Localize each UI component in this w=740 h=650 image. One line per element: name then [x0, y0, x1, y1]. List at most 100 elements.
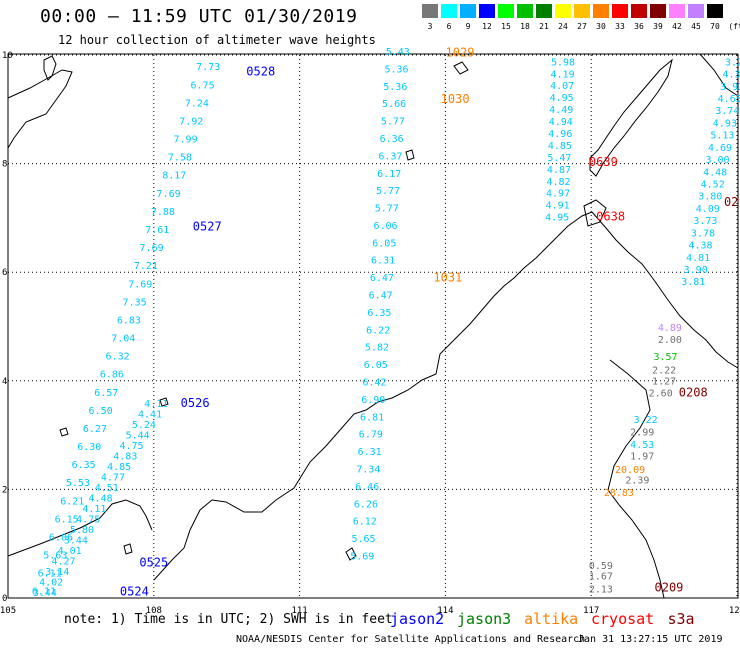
wave-height-value: 4.48 — [89, 493, 113, 504]
wave-height-value: 2.13 — [589, 585, 613, 596]
wave-height-value: 6.11 — [38, 569, 62, 580]
page-subtitle: 12 hour collection of altimeter wave hei… — [58, 33, 376, 47]
wave-height-value: 4.96 — [548, 129, 572, 140]
wave-height-value: 3.44 — [33, 588, 57, 599]
wave-height-value: 4.85 — [107, 462, 131, 473]
wave-height-value: 7.88 — [151, 207, 175, 218]
legend-swatch — [536, 4, 552, 18]
wave-height-value: 6.79 — [359, 430, 383, 441]
wave-height-value: 6.35 — [72, 460, 96, 471]
track-labels: 0528 0527 0526 0525 0524 1029 1030 1031 0639 0638… — [120, 46, 738, 599]
wave-height-value: 2.39 — [625, 475, 649, 486]
wave-height-value: 6.22 — [366, 325, 390, 336]
wave-height-value: 4.95 — [550, 93, 574, 104]
wave-height-value: 5.53 — [66, 478, 90, 489]
legend-swatch — [422, 4, 438, 18]
wave-height-value: 4.75 — [119, 441, 143, 452]
latitude-tick-label: 0 — [2, 594, 7, 604]
page-title: 00:00 – 11:59 UTC 01/30/2019 — [40, 6, 358, 27]
wave-height-value: 6.06 — [49, 532, 73, 543]
pass-time-label: 0524 — [120, 584, 149, 598]
wave-height-value: 7.34 — [356, 464, 380, 475]
wave-height-value: 7.69 — [128, 279, 152, 290]
wave-height-value: 3.78 — [691, 228, 715, 239]
wave-height-value: 6.37 — [378, 151, 402, 162]
wave-height-value: 4.27 — [51, 556, 75, 567]
wave-height-value: 5.65 — [351, 534, 375, 545]
wave-height-value: 6.35 — [367, 308, 391, 319]
wave-height-value: 4.82 — [546, 177, 570, 188]
wave-height-value: 4.69 — [708, 143, 732, 154]
wave-height-value: 5.36 — [385, 64, 409, 75]
legend-label: 30 — [596, 22, 606, 31]
wave-height-value: 7.35 — [123, 297, 147, 308]
wave-height-value: 5.82 — [365, 343, 389, 354]
wave-height-value: 6.50 — [89, 406, 113, 417]
wave-height-value: 5.44 — [126, 430, 150, 441]
wave-height-value: 3.22 — [634, 415, 658, 426]
borneo-west-coast — [153, 211, 593, 581]
wave-height-value: 5.80 — [70, 525, 94, 536]
pass-time-label: 02 — [724, 195, 738, 209]
wave-height-value: 4.48 — [703, 167, 727, 178]
balabac-islands — [583, 199, 607, 227]
wave-height-value: 1.27 — [652, 377, 676, 388]
wave-height-value: 6.86 — [100, 370, 124, 381]
footer-credit: NOAA/NESDIS Center for Satellite Applica… — [236, 634, 586, 645]
wave-height-value: 4.95 — [545, 213, 569, 224]
malay-peninsula-coast — [7, 499, 153, 557]
wave-height-value: 28.83 — [604, 488, 634, 499]
wave-height-value: 4.41 — [138, 409, 162, 420]
legend-swatch — [631, 4, 647, 18]
wave-height-value: 6.15 — [55, 514, 79, 525]
satellite-legend-altika: altika — [524, 610, 579, 628]
legend-label: 33 — [615, 22, 625, 31]
wave-height-value: 5.77 — [376, 186, 400, 197]
legend-label: 27 — [577, 22, 587, 31]
wave-height-value: 7.61 — [145, 225, 169, 236]
wave-height-value: 7.58 — [168, 153, 192, 164]
longitude-tick-label: 105 — [0, 606, 16, 616]
wave-height-value: 6.21 — [60, 496, 84, 507]
wave-height-value: 6.17 — [377, 169, 401, 180]
legend-label: 24 — [558, 22, 568, 31]
pass-time-label: 0209 — [655, 580, 684, 594]
legend-label: 18 — [520, 22, 530, 31]
wave-height-value: 2.60 — [649, 389, 673, 400]
legend-swatch — [688, 4, 704, 18]
wave-height-value: 4.07 — [550, 81, 574, 92]
wave-height-value: 6.75 — [191, 80, 215, 91]
footer-generated-time: Jan 31 13:27:15 UTC 2019 — [578, 634, 723, 645]
wave-height-value: 6.05 — [372, 238, 396, 249]
wave-height-value: 3.93 — [720, 82, 740, 93]
legend-swatch — [574, 4, 590, 18]
satellite-legend-s3a: s3a — [667, 610, 695, 628]
wave-height-value: 6.81 — [360, 412, 384, 423]
phu-quoc-island — [43, 55, 57, 81]
wave-height-value: 5.77 — [381, 117, 405, 128]
wave-height-value: 2.99 — [630, 428, 654, 439]
wave-height-value: 1.97 — [630, 452, 654, 463]
legend-swatch — [441, 4, 457, 18]
wave-height-value: 5.66 — [382, 99, 406, 110]
pass-time-label: 0526 — [181, 396, 210, 410]
wave-height-value: 1.67 — [589, 572, 613, 583]
wave-height-value: 6.05 — [364, 360, 388, 371]
longitude-tick-label: 120 — [729, 606, 740, 616]
legend-swatch — [650, 4, 666, 18]
longitude-tick-label: 117 — [583, 606, 599, 616]
legend-swatch — [593, 4, 609, 18]
wave-height-value: 4.81 — [686, 253, 710, 264]
wave-height-value: 6.30 — [77, 442, 101, 453]
wave-height-value: 4.37 — [723, 70, 740, 81]
wave-height-value: 4.75 — [76, 514, 100, 525]
latitude-tick-label: 8 — [2, 160, 7, 170]
latitude-tick-label: 10 — [2, 51, 13, 61]
wave-height-value: 3.14 — [45, 567, 69, 578]
wave-height-value: 3.80 — [698, 192, 722, 203]
wave-height-value: 0.59 — [589, 561, 613, 572]
lat-lon-grid: 1051081111141171200246810 — [0, 51, 740, 616]
legend-label: 15 — [501, 22, 511, 31]
altimeter-tracks: 7.73 6.75 7.24 7.92 7.99 7.58 8.17 7.69 7.88 7.61… — [32, 47, 740, 599]
